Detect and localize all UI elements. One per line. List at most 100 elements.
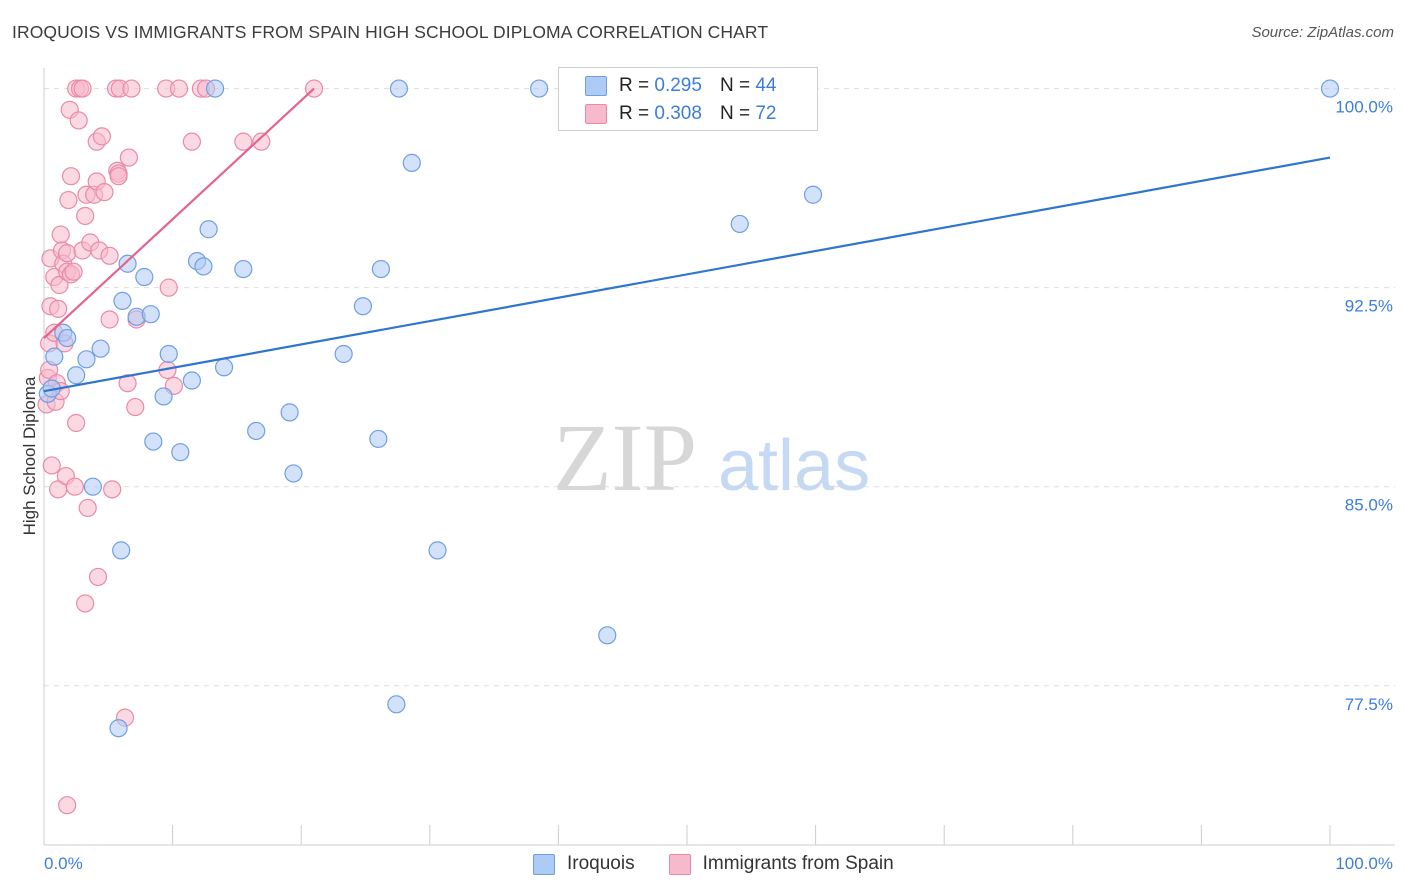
data-point: [159, 344, 178, 364]
legend-row-spain: R = 0.308 N = 72: [585, 99, 776, 129]
data-point: [284, 464, 303, 483]
data-point: [205, 79, 225, 98]
data-point: [69, 111, 88, 130]
legend-n-label: N =: [719, 75, 751, 96]
watermark-atlas: atlas: [718, 426, 870, 506]
data-point: [100, 246, 119, 265]
axes: [43, 68, 1395, 846]
data-point: [109, 719, 128, 738]
data-point: [122, 79, 141, 98]
data-point: [182, 371, 201, 390]
y-tick-label: 92.5%: [1345, 297, 1393, 316]
data-point: [126, 397, 145, 417]
data-point: [234, 132, 253, 151]
data-point: [371, 259, 391, 279]
data-point: [730, 214, 749, 234]
data-point: [91, 339, 110, 358]
data-point: [67, 413, 86, 433]
x-tick-labels: 0.0% 100.0%: [44, 854, 1393, 873]
data-point: [76, 594, 95, 613]
data-point: [59, 190, 78, 210]
gridlines: [44, 88, 1395, 687]
data-point: [234, 259, 253, 279]
data-point: [171, 443, 190, 462]
data-point: [169, 79, 189, 98]
correlation-legend: R = 0.295 N = 44 R = 0.308 N = 72: [558, 67, 818, 131]
data-point: [100, 310, 119, 329]
data-point: [58, 796, 77, 815]
data-point: [334, 344, 353, 364]
watermark: ZIP atlas: [553, 404, 870, 511]
x-tick-label: 0.0%: [44, 854, 83, 873]
legend-swatch-spain: [668, 853, 691, 875]
data-point: [92, 127, 111, 146]
data-point: [159, 278, 178, 297]
trend-line-iroquois: [43, 156, 1331, 393]
legend-item-spain: Immigrants from Spain: [668, 853, 894, 875]
data-point: [141, 305, 160, 324]
data-point: [387, 695, 406, 714]
legend-item-iroquois: Iroquois: [533, 853, 635, 875]
legend-r-label: R =: [619, 103, 650, 124]
data-point: [64, 262, 83, 281]
legend-r-label: R =: [619, 75, 650, 96]
x-tick-label: 100.0%: [1335, 854, 1393, 873]
data-point: [1320, 79, 1340, 98]
data-point: [119, 148, 138, 167]
data-point: [428, 541, 447, 560]
data-point: [154, 387, 173, 406]
data-point: [103, 480, 122, 499]
data-point: [78, 498, 97, 518]
data-point: [598, 626, 617, 645]
data-point: [109, 167, 128, 186]
data-point: [389, 79, 409, 98]
data-point: [182, 132, 201, 151]
y-tick-label: 77.5%: [1345, 695, 1393, 714]
data-point: [76, 206, 95, 226]
data-point: [112, 541, 131, 560]
trend-line-spain: [43, 87, 315, 339]
legend-n-value: 72: [755, 103, 777, 124]
trend-lines: [43, 87, 1331, 393]
legend-r-value: 0.295: [654, 75, 702, 96]
y-tick-labels: 77.5% 85.0% 92.5% 100.0%: [1335, 98, 1393, 714]
data-point: [144, 432, 163, 451]
source-label: Source: ZipAtlas.com: [1251, 24, 1394, 41]
y-tick-label: 85.0%: [1345, 496, 1393, 515]
data-point: [803, 185, 823, 204]
legend-n-label: N =: [719, 103, 751, 124]
data-point: [118, 374, 137, 393]
data-point: [247, 421, 266, 441]
chart-title: IROQUOIS VS IMMIGRANTS FROM SPAIN HIGH S…: [12, 22, 769, 42]
data-point: [118, 254, 137, 273]
legend-n-value: 44: [755, 75, 777, 96]
data-point: [252, 132, 271, 151]
data-point: [402, 153, 421, 172]
series-iroquois-points: [38, 79, 1340, 738]
data-point: [58, 244, 77, 263]
data-point: [135, 267, 154, 287]
data-point: [88, 567, 108, 587]
data-point: [73, 79, 92, 98]
legend-swatch-spain: [585, 104, 607, 124]
data-point: [61, 167, 81, 186]
y-tick-label: 100.0%: [1335, 98, 1393, 117]
data-point: [42, 456, 61, 475]
legend-r-value: 0.308: [654, 103, 702, 124]
data-point: [83, 477, 102, 496]
data-point: [113, 291, 132, 311]
data-point: [214, 358, 234, 377]
legend-label-spain: Immigrants from Spain: [702, 853, 894, 874]
legend-row-iroquois: R = 0.295 N = 44: [585, 71, 776, 101]
legend-swatch-iroquois: [585, 76, 607, 96]
data-point: [67, 366, 86, 385]
data-point: [530, 79, 549, 98]
data-point: [194, 257, 213, 276]
data-point: [369, 429, 388, 449]
data-point: [95, 182, 114, 202]
data-point: [49, 299, 68, 318]
data-point: [51, 225, 70, 244]
series-legend: Iroquois Immigrants from Spain: [533, 851, 928, 877]
data-point: [45, 347, 64, 366]
